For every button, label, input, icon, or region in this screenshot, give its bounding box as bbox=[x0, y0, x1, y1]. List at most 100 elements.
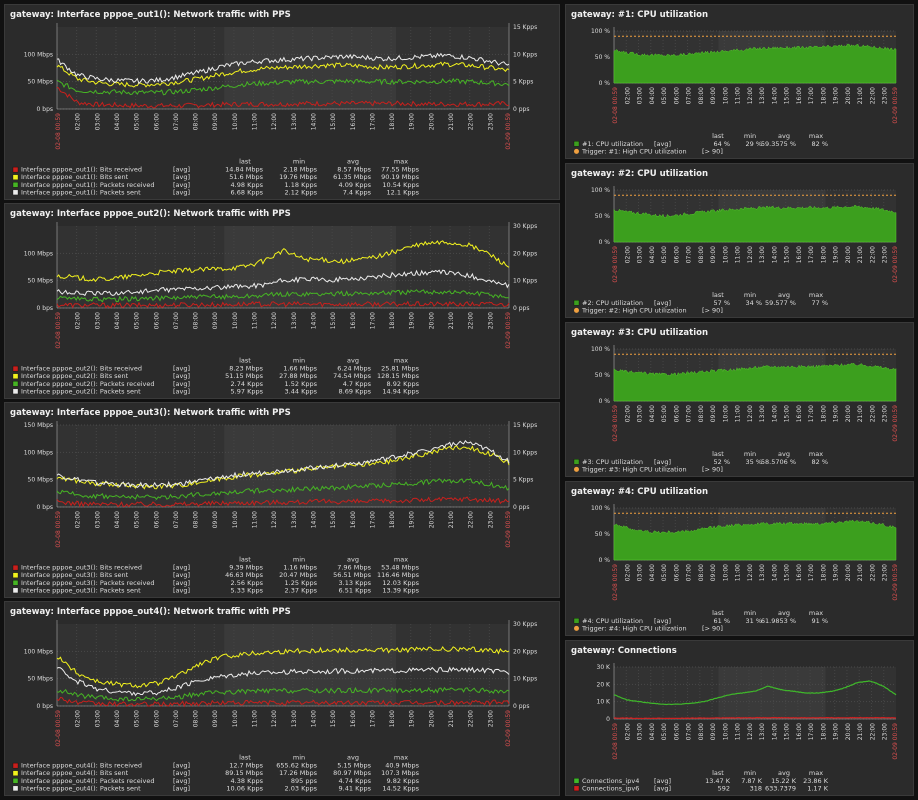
series-line bbox=[56, 478, 510, 501]
x-tick-label: 19:00 bbox=[833, 246, 840, 263]
legend-header: min bbox=[293, 357, 305, 365]
legend-avg-value: 4.7 Kpps bbox=[343, 380, 372, 388]
x-tick-label: 04:00 bbox=[114, 511, 121, 528]
x-tick-label: 11:00 bbox=[252, 511, 259, 528]
legend-min-value: 1.25 Kpps bbox=[285, 579, 318, 587]
legend-avg-value: 3.13 Kpps bbox=[339, 579, 372, 587]
x-tick-label: 04:00 bbox=[649, 246, 656, 263]
y-right-tick-label: 5 Kpps bbox=[513, 79, 533, 86]
x-tick-label: 22:00 bbox=[869, 87, 876, 104]
x-tick-label: 18:00 bbox=[820, 564, 827, 581]
y-right-tick-label: 0 pps bbox=[513, 305, 529, 312]
legend-avg-value: 58.5706 % bbox=[761, 458, 796, 466]
y-right-tick-label: 5 Kpps bbox=[513, 477, 533, 484]
y-tick-label: 50 % bbox=[595, 54, 611, 61]
x-tick-label: 03:00 bbox=[94, 113, 101, 130]
legend-last-value: 51.15 Mbps bbox=[225, 372, 264, 380]
legend-max-value: 12.1 Kpps bbox=[387, 188, 420, 196]
x-tick-label: 21:00 bbox=[448, 511, 455, 528]
legend-marker bbox=[12, 182, 19, 188]
x-tick-label: 11:00 bbox=[735, 564, 742, 581]
x-tick-label: 16:00 bbox=[350, 710, 357, 727]
legend-func: [avg] bbox=[654, 299, 671, 307]
legend-last-value: 64 % bbox=[713, 140, 730, 148]
series-line bbox=[56, 52, 510, 85]
legend-avg-value: 7.96 Mbps bbox=[337, 564, 371, 572]
x-tick-label: 02:00 bbox=[624, 564, 631, 581]
x-tick-label: 04:00 bbox=[114, 312, 121, 329]
x-tick-label: 22:00 bbox=[869, 405, 876, 422]
cpu-panel-3: gateway: #3: CPU utilization 02:00 03:00 0… bbox=[565, 322, 914, 477]
x-end-label: 02-09 00:59 bbox=[892, 405, 899, 442]
x-start-label: 02-08 00:59 bbox=[612, 246, 619, 283]
x-tick-label: 04:00 bbox=[114, 113, 121, 130]
legend-func: [avg] bbox=[173, 387, 190, 395]
legend-max-value: 40.9 Mbps bbox=[385, 762, 419, 770]
x-tick-label: 16:00 bbox=[350, 511, 357, 528]
x-tick-label: 06:00 bbox=[153, 710, 160, 727]
y-tick-label: 0 % bbox=[599, 398, 611, 405]
x-tick-label: 22:00 bbox=[869, 564, 876, 581]
x-start-label: 02-08 00:59 bbox=[612, 723, 619, 760]
legend-header: min bbox=[744, 132, 756, 140]
panel-title: gateway: Connections bbox=[571, 646, 677, 656]
legend-last-value: 4.98 Kpps bbox=[231, 181, 264, 189]
legend-marker bbox=[12, 381, 19, 387]
x-tick-label: 07:00 bbox=[173, 312, 180, 329]
legend-max-value: 8.92 Kpps bbox=[387, 380, 420, 388]
x-tick-label: 20:00 bbox=[428, 511, 435, 528]
x-tick-label: 21:00 bbox=[857, 564, 864, 581]
cpu-chart-1: 02:00 03:00 04:00 05:00 06:00 07:00 08:00 09:00… bbox=[573, 27, 899, 155]
panel-title: gateway: Interface pppoe_out4(): Network… bbox=[10, 607, 291, 617]
legend-series-name: Interface pppoe_out1(): Packets received bbox=[21, 181, 154, 189]
x-tick-label: 23:00 bbox=[487, 710, 494, 727]
x-tick-label: 02:00 bbox=[624, 246, 631, 263]
series-line bbox=[56, 439, 510, 489]
y-right-tick-label: 15 Kpps bbox=[513, 24, 537, 31]
x-tick-label: 08:00 bbox=[193, 511, 200, 528]
x-tick-label: 17:00 bbox=[808, 87, 815, 104]
x-tick-label: 05:00 bbox=[661, 246, 668, 263]
legend-series-name: #3: CPU utilization bbox=[582, 458, 643, 466]
x-tick-label: 23:00 bbox=[882, 564, 889, 581]
legend-avg-value: 633.7379 bbox=[765, 784, 796, 792]
x-tick-label: 17:00 bbox=[369, 113, 376, 130]
x-tick-label: 18:00 bbox=[820, 87, 827, 104]
x-tick-label: 22:00 bbox=[869, 723, 876, 740]
legend-series-name: Interface pppoe_out1(): Bits sent bbox=[21, 173, 129, 181]
x-tick-label: 10:00 bbox=[232, 710, 239, 727]
x-tick-label: 05:00 bbox=[661, 564, 668, 581]
x-tick-label: 07:00 bbox=[173, 113, 180, 130]
legend-max-value: 10.54 Kpps bbox=[382, 181, 419, 189]
y-tick-label: 50 Mbps bbox=[28, 477, 53, 484]
legend-func: [avg] bbox=[173, 571, 190, 579]
legend-max-value: 77 % bbox=[811, 299, 828, 307]
legend-header: max bbox=[809, 291, 823, 299]
series-area bbox=[613, 204, 897, 243]
x-tick-label: 03:00 bbox=[637, 246, 644, 263]
y-tick-label: 50 Mbps bbox=[28, 676, 53, 683]
legend-last-value: 9.39 Mbps bbox=[229, 564, 263, 572]
x-tick-label: 13:00 bbox=[759, 87, 766, 104]
legend-last-value: 5.97 Kpps bbox=[231, 387, 264, 395]
series-line bbox=[56, 696, 510, 708]
x-tick-label: 06:00 bbox=[673, 564, 680, 581]
panel-title: gateway: #3: CPU utilization bbox=[571, 328, 709, 338]
x-tick-label: 18:00 bbox=[389, 113, 396, 130]
x-tick-label: 15:00 bbox=[330, 710, 337, 727]
legend-header: avg bbox=[778, 132, 790, 140]
legend-avg-value: 74.54 Mbps bbox=[333, 372, 372, 380]
x-tick-label: 03:00 bbox=[94, 710, 101, 727]
x-tick-label: 11:00 bbox=[735, 246, 742, 263]
x-tick-label: 09:00 bbox=[710, 564, 717, 581]
x-start-label: 02-08 00:59 bbox=[612, 87, 619, 124]
legend-last-value: 14.84 Mbps bbox=[225, 166, 264, 174]
traffic-panel-out4: gateway: Interface pppoe_out4(): Network… bbox=[4, 601, 560, 796]
x-tick-label: 21:00 bbox=[857, 87, 864, 104]
x-tick-label: 03:00 bbox=[94, 312, 101, 329]
cpu-chart-3: 02:00 03:00 04:00 05:00 06:00 07:00 08:00 09:00… bbox=[573, 345, 899, 473]
legend-max-value: 128.15 Mbps bbox=[377, 372, 420, 380]
x-tick-label: 16:00 bbox=[350, 312, 357, 329]
x-tick-label: 23:00 bbox=[882, 723, 889, 740]
y-tick-label: 0 bps bbox=[37, 305, 53, 312]
